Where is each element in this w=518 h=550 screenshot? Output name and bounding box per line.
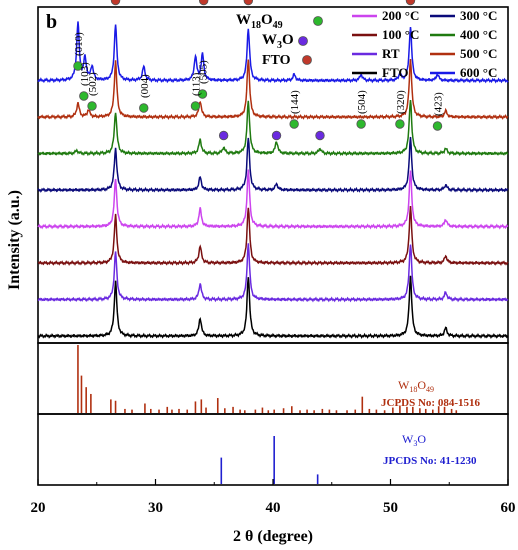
panel-label: b xyxy=(46,11,57,33)
x-axis-label: 2 θ (degree) xyxy=(233,528,313,545)
marker-legend-w3o-dot xyxy=(298,36,308,46)
w18o49-ref-card: JCPDS No: 084-1516 xyxy=(381,397,480,409)
w18o49-peak-marker xyxy=(432,121,443,131)
w3o-peak-marker xyxy=(315,130,325,141)
xrd-series-group xyxy=(37,21,509,339)
legend-label: 600 °C xyxy=(460,65,497,80)
peak-label: (144) xyxy=(289,90,301,114)
peak-label: (113) xyxy=(190,72,202,96)
legend-label: 300 °C xyxy=(460,8,497,23)
x-tick-label: 40 xyxy=(266,500,281,516)
series-line-fto xyxy=(37,275,509,339)
series-line-200c xyxy=(37,169,509,230)
series-line-100c xyxy=(37,206,509,266)
series-line-300c xyxy=(37,136,509,194)
legend-label: 400 °C xyxy=(460,27,497,42)
w3o-ref-panel-frame xyxy=(37,413,509,486)
legend-label: 100 °C xyxy=(382,27,419,42)
w18o49-peak-marker xyxy=(139,103,149,113)
w3o-reference-lines xyxy=(220,436,319,484)
phase-markers-group xyxy=(73,0,443,141)
series-line-400c xyxy=(37,100,509,157)
series-legend: 200 °C 300 °C 100 °C 400 °C RT 500 °C FTO 600 °… xyxy=(352,8,497,80)
y-axis-label: Intensity (a.u.) xyxy=(6,190,23,290)
x-tick-label: 30 xyxy=(148,500,163,516)
legend-label: 200 °C xyxy=(382,8,419,23)
peak-label: (010) xyxy=(73,32,85,56)
peak-labels-group: (010) (103)(502) (004) (113)(505) (144) (504)… xyxy=(73,32,445,116)
w18o49-peak-marker xyxy=(395,119,405,129)
marker-legend-w18o49-dot xyxy=(313,16,323,26)
marker-legend-w3o-label: W3O xyxy=(262,32,294,51)
peak-label: (504) xyxy=(356,90,368,114)
peak-label: (505) xyxy=(198,60,210,84)
marker-legend: W18O49 W3O FTO xyxy=(236,12,323,68)
x-tick-label: 60 xyxy=(501,500,516,516)
fto-peak-marker xyxy=(110,0,121,6)
series-line-600c xyxy=(37,21,509,84)
marker-legend-fto-label: FTO xyxy=(262,53,291,68)
w3o-peak-marker xyxy=(218,130,229,141)
w18o49-peak-marker xyxy=(79,91,89,101)
w18o49-peak-marker xyxy=(197,89,208,99)
peak-label: (423) xyxy=(433,92,445,116)
w3o-peak-marker xyxy=(271,130,282,141)
fto-peak-marker xyxy=(405,0,416,6)
legend-label: RT xyxy=(382,46,400,61)
legend-label: 500 °C xyxy=(460,46,497,61)
marker-legend-fto-dot xyxy=(302,55,312,65)
peak-label: (004) xyxy=(139,74,151,98)
x-axis-ticks: 20 30 40 50 60 xyxy=(31,479,516,516)
w3o-ref-name: W3O xyxy=(402,432,426,448)
series-line-500c xyxy=(37,59,509,120)
x-tick-label: 20 xyxy=(31,500,46,516)
w18o49-peak-marker xyxy=(190,101,201,111)
w18o49-peak-marker xyxy=(289,119,299,129)
fto-peak-marker xyxy=(243,0,254,6)
marker-legend-w18o49-label: W18O49 xyxy=(236,12,283,31)
peak-label: (320) xyxy=(395,90,407,114)
w18o49-reference-lines xyxy=(77,345,458,413)
w18o49-peak-marker xyxy=(356,119,366,129)
w3o-ref-card: JPCDS No: 41-1230 xyxy=(383,455,477,467)
w18o49-ref-name: W18O49 xyxy=(398,378,434,394)
w18o49-peak-marker xyxy=(87,101,97,111)
peak-label: (502) xyxy=(87,72,99,96)
peak-label: (103) xyxy=(79,62,91,86)
w18o49-peak-marker xyxy=(73,61,83,71)
fto-peak-marker xyxy=(198,0,209,6)
legend-label: FTO xyxy=(382,65,409,80)
series-line-rt xyxy=(37,243,509,303)
x-tick-label: 50 xyxy=(383,500,398,516)
